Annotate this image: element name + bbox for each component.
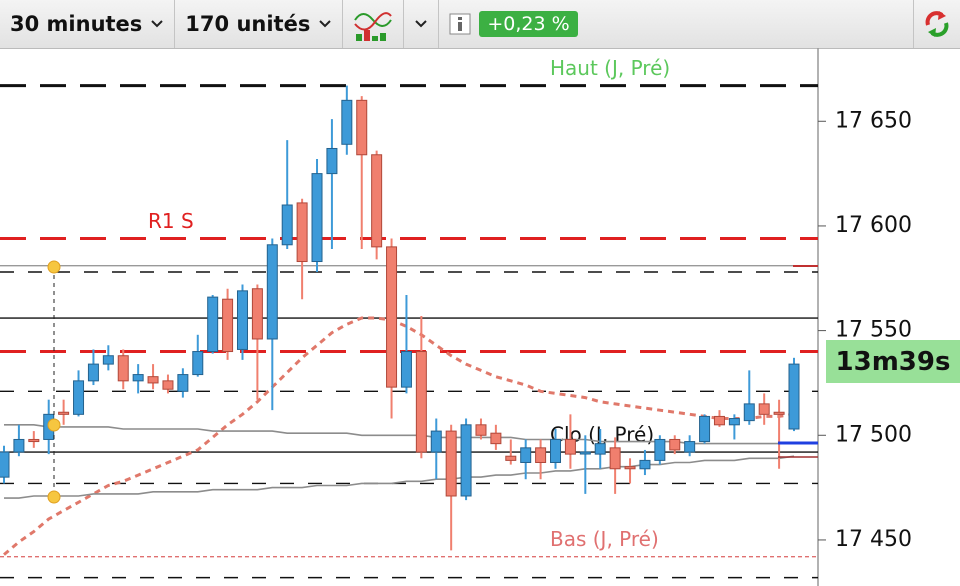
candle-body (684, 441, 696, 453)
candle-body (117, 355, 129, 382)
y-tick-label: 17 500 (835, 422, 912, 447)
chevron (415, 20, 428, 28)
menu-button[interactable] (404, 0, 440, 48)
candle-body (550, 438, 562, 463)
moving-average (4, 455, 795, 499)
toolbar: 30 minutes 170 unités +0,23 % (0, 0, 960, 49)
countdown: 13m39s (826, 340, 960, 383)
candle-body (386, 246, 398, 388)
candle-body (58, 411, 70, 415)
candle-body (132, 374, 144, 382)
candle-body (251, 288, 263, 340)
candle-body (520, 447, 532, 463)
candle-body (73, 380, 85, 415)
candle-body (490, 432, 502, 445)
candle-body (758, 403, 770, 415)
candle-body (505, 455, 517, 461)
level-label: Bas (J, Pré) (550, 527, 659, 551)
units: 170 unités (185, 12, 311, 36)
candle-body (475, 424, 487, 436)
candle-body (609, 447, 621, 470)
candle-body (281, 204, 293, 246)
candle-body (192, 351, 204, 376)
candle-body (102, 355, 114, 365)
candle-body (13, 438, 25, 453)
candle-body (728, 418, 740, 426)
y-tick-label: 17 450 (835, 527, 912, 552)
candle-body (594, 443, 606, 455)
candle-body (535, 447, 547, 463)
candle-body (460, 424, 472, 497)
candle-body (639, 459, 651, 470)
candle-body (222, 298, 234, 353)
candle-body (177, 374, 189, 392)
y-tick-label: 17 650 (835, 108, 912, 133)
candle-body (669, 438, 681, 451)
level-label: Haut (J, Pré) (550, 56, 670, 80)
indicator-icon (354, 12, 393, 41)
level-label: R1 S (148, 209, 194, 233)
candle-body (430, 430, 442, 453)
candle-body (87, 363, 99, 382)
cursor-tool (47, 260, 61, 504)
info-group: +0,23 % (439, 0, 587, 48)
candle-body (400, 351, 412, 388)
candles (0, 85, 800, 551)
candle-body (28, 438, 40, 443)
cursor-handle[interactable] (47, 418, 61, 432)
candle-body (579, 451, 591, 455)
refresh-icon (925, 11, 949, 37)
candle-body (415, 351, 427, 453)
units-select[interactable]: 170 unités (175, 0, 344, 48)
timeframe: 30 minutes (10, 12, 143, 36)
timeframe-select[interactable]: 30 minutes (0, 0, 176, 48)
candle-body (236, 290, 248, 350)
candle-body (266, 244, 278, 340)
candle-body (564, 438, 576, 455)
candle-body (624, 466, 636, 470)
candle-body (0, 451, 10, 478)
candle-body (207, 296, 219, 353)
cursor-handle[interactable] (47, 490, 61, 504)
chevron (151, 20, 164, 28)
candle-body (296, 202, 308, 263)
cursor-handle[interactable] (47, 260, 61, 274)
candle-body (162, 380, 174, 390)
candle-body (311, 173, 323, 263)
y-axis: 17 650 17 600 17 550 17 500 17 450 (818, 108, 912, 552)
y-tick-label: 17 550 (835, 318, 912, 343)
info-icon[interactable] (449, 13, 471, 35)
chevron (319, 20, 332, 28)
candle-body (356, 99, 368, 156)
change-badge: +0,23 % (479, 11, 578, 37)
candle-body (326, 147, 338, 175)
candle-body (788, 363, 800, 430)
moving-average (3, 316, 795, 556)
candle-body (743, 403, 755, 422)
candle-body (713, 415, 725, 426)
refresh-button[interactable] (913, 0, 960, 48)
candle-body (773, 411, 785, 415)
candle-body (147, 376, 159, 384)
candle-body (341, 99, 353, 145)
candle-body (371, 154, 383, 248)
candle-body (445, 430, 457, 497)
indicator-button[interactable] (343, 0, 405, 48)
candle-body (699, 415, 711, 443)
y-tick-label: 17 600 (835, 213, 912, 238)
candle-body (654, 438, 666, 461)
